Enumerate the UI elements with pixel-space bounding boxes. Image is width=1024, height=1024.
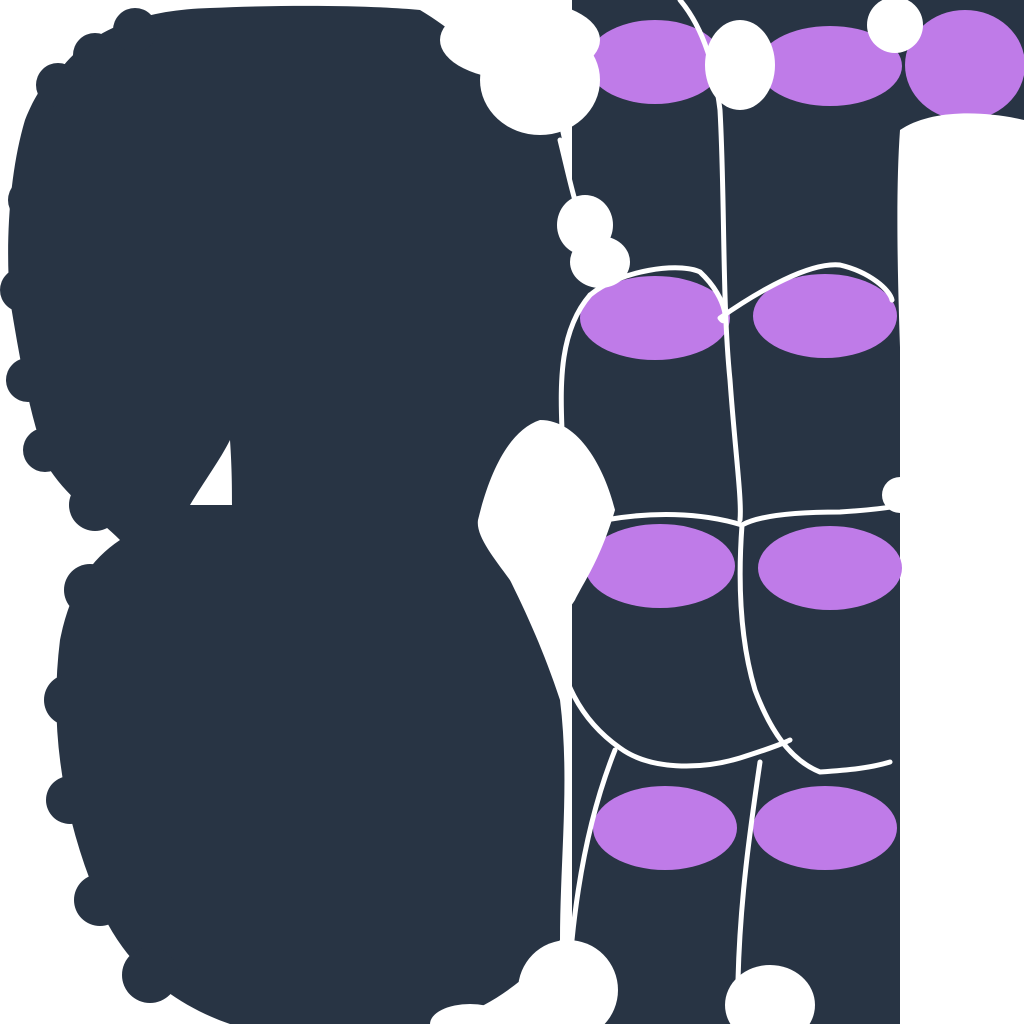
blob-bump <box>6 358 50 402</box>
purple-band <box>758 26 902 106</box>
purple-band <box>753 274 897 358</box>
blob-bump <box>46 776 94 824</box>
large-dark-blob <box>0 5 600 1024</box>
blob-bump <box>73 33 117 77</box>
purple-band <box>585 524 735 608</box>
white-blob <box>440 0 600 80</box>
blob-bump <box>69 479 121 531</box>
dark-blob-body <box>8 5 600 1024</box>
white-blob <box>882 477 918 513</box>
blob-bump <box>23 428 67 472</box>
purple-band <box>593 786 737 870</box>
outline-stroke <box>602 502 903 528</box>
blob-bump <box>64 564 116 616</box>
blob-notch <box>190 440 232 505</box>
blob-bump <box>8 178 52 222</box>
white-blobs <box>430 0 923 1024</box>
purple-band <box>753 786 897 870</box>
white-edge-strip <box>897 113 1024 1024</box>
white-blob <box>477 420 615 617</box>
blob-bump <box>36 63 80 107</box>
purple-band <box>758 526 902 610</box>
blob-bump <box>44 674 96 726</box>
purple-band <box>905 10 1024 120</box>
white-blob <box>867 0 923 53</box>
outline-stroke <box>549 617 793 769</box>
white-blob <box>518 940 618 1024</box>
outline-stroke <box>569 747 618 943</box>
outline-stroke <box>737 522 893 775</box>
blob-bump <box>74 874 126 926</box>
blob-bump <box>113 8 157 52</box>
outline-stroke <box>558 292 593 433</box>
white-blob <box>705 20 775 110</box>
white-blob <box>725 965 815 1024</box>
outline-stroke <box>587 262 895 324</box>
white-outlines <box>549 0 903 983</box>
blob-bump <box>0 268 44 312</box>
purple-bands <box>580 10 1024 870</box>
purple-band <box>580 276 730 360</box>
outline-stroke <box>735 759 763 983</box>
blob-bump <box>122 947 178 1003</box>
white-blob <box>570 236 630 288</box>
white-blob <box>430 1004 510 1024</box>
purple-band <box>587 20 723 104</box>
